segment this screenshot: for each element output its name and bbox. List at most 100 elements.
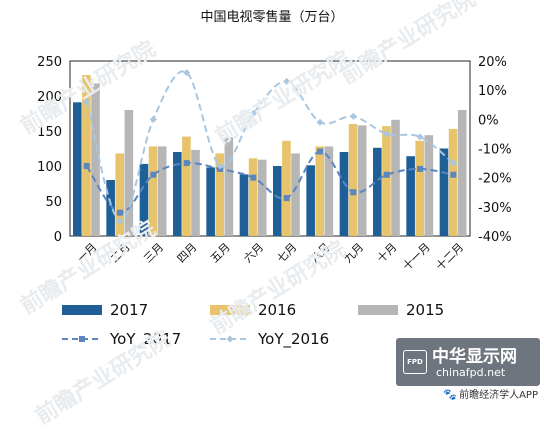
bars-group — [73, 75, 467, 237]
bar-2015 — [224, 137, 234, 236]
left-axis-tick-label: 100 — [37, 160, 62, 175]
bar-2017 — [339, 152, 349, 236]
category-label: 三月 — [141, 241, 166, 266]
bar-2016 — [248, 158, 258, 236]
marker-YoY_2016 — [183, 69, 191, 77]
marker-YoY_2017 — [117, 209, 123, 216]
marker-YoY_2017 — [450, 171, 457, 178]
left-axis-tick-label: 250 — [37, 55, 62, 70]
bar-2016 — [448, 128, 458, 236]
marker-YoY_2016 — [349, 112, 357, 120]
marker-YoY_2016 — [449, 159, 457, 167]
marker-YoY_2017 — [250, 174, 257, 181]
bar-2017 — [273, 166, 282, 236]
bar-2016 — [215, 153, 225, 236]
yoy-lines-group — [83, 69, 457, 225]
bar-2015 — [324, 146, 334, 236]
bar-2016 — [82, 75, 91, 236]
app-credit: 🐾 前瞻经济学人APP — [443, 386, 538, 401]
bar-2015 — [391, 119, 400, 236]
legend-swatch-2015 — [358, 305, 398, 315]
legend-marker-YoY_2016 — [226, 335, 234, 343]
legend-label-YoY_2016: YoY_2016 — [257, 330, 329, 349]
marker-YoY_2016 — [83, 98, 91, 106]
category-label: 二月 — [108, 241, 133, 266]
chart-canvas: 中国电视零售量（万台） 0 50 100 150 200 250 -40% -30% -20%… — [37, 9, 512, 349]
chart-title: 中国电视零售量（万台） — [200, 9, 343, 25]
bar-2015 — [91, 83, 100, 237]
category-label: 九月 — [341, 241, 366, 266]
marker-YoY_2017 — [417, 165, 423, 172]
bar-2015 — [457, 110, 467, 236]
marker-YoY_2017 — [150, 171, 157, 178]
category-label: 十月 — [374, 240, 399, 265]
bar-2016 — [315, 146, 325, 236]
bar-2017 — [306, 165, 315, 236]
right-axis-tick-label: -30% — [478, 201, 512, 216]
legend-swatch-2017 — [62, 305, 102, 315]
left-axis-tick-label: 50 — [45, 195, 62, 210]
marker-YoY_2016 — [383, 130, 391, 138]
left-axis-ticks: 0 50 100 150 200 250 — [37, 55, 62, 245]
category-label: 四月 — [175, 241, 200, 266]
app-credit-text: 前瞻经济学人APP — [459, 390, 538, 401]
bar-2017 — [439, 148, 449, 236]
bar-2016 — [415, 140, 425, 236]
right-axis-tick-label: 10% — [478, 84, 507, 99]
paw-icon: 🐾 — [443, 388, 458, 401]
bar-2017 — [239, 174, 249, 236]
marker-YoY_2016 — [116, 217, 124, 225]
right-axis-tick-label: -10% — [478, 143, 512, 158]
source-badge: FPD 中华显示网 chinafpd.net — [396, 338, 540, 386]
right-axis-tick-label: -40% — [478, 230, 512, 245]
left-axis-tick-label: 150 — [37, 125, 62, 140]
marker-YoY_2017 — [317, 148, 323, 155]
bar-2015 — [291, 153, 300, 236]
bar-2016 — [282, 140, 291, 236]
bar-2015 — [357, 125, 367, 236]
bar-2016 — [148, 146, 158, 236]
bar-2015 — [191, 149, 200, 236]
bar-2017 — [206, 167, 215, 236]
legend-marker-YoY_2017 — [79, 336, 85, 342]
right-axis-tick-label: -20% — [478, 172, 512, 187]
marker-YoY_2016 — [149, 115, 157, 123]
bar-2017 — [106, 180, 115, 236]
category-label: 八月 — [308, 241, 333, 266]
marker-YoY_2016 — [283, 77, 291, 85]
legend-swatch-2016 — [210, 305, 250, 315]
category-axis-labels: 一月 二月 三月 四月 五月 六月 七月 八月 九月 十月 十一月 十二月 — [75, 240, 466, 273]
bar-2017 — [73, 102, 82, 236]
legend-label-2017: 2017 — [110, 301, 148, 319]
bar-2016 — [115, 153, 125, 236]
marker-YoY_2017 — [283, 195, 290, 202]
bar-2015 — [157, 146, 167, 236]
bar-2016 — [348, 124, 358, 236]
category-label: 五月 — [208, 241, 233, 266]
source-badge-name: 中华显示网 — [432, 347, 517, 367]
marker-YoY_2016 — [216, 162, 224, 170]
marker-YoY_2017 — [83, 163, 90, 169]
bar-2015 — [124, 110, 134, 236]
marker-YoY_2017 — [183, 160, 190, 167]
line-YoY_2016 — [85, 70, 454, 223]
left-axis-tick-label: 0 — [54, 230, 62, 245]
category-label: 七月 — [275, 241, 300, 266]
left-axis-tick-label: 200 — [37, 90, 62, 105]
bar-2015 — [424, 135, 434, 236]
marker-YoY_2017 — [350, 189, 357, 196]
category-label: 六月 — [241, 241, 266, 266]
bar-2017 — [373, 147, 382, 236]
bar-2016 — [182, 136, 191, 236]
legend-label-2015: 2015 — [406, 301, 444, 319]
bar-2016 — [382, 126, 391, 236]
marker-YoY_2016 — [416, 133, 424, 141]
chart-legend: 2017 2016 2015 YoY_2017 YoY_2016 — [62, 301, 444, 349]
category-label: 一月 — [75, 241, 100, 266]
right-axis-tick-label: 20% — [478, 55, 507, 70]
category-label: 十一月 — [400, 240, 433, 273]
bar-2015 — [257, 159, 267, 236]
marker-YoY_2017 — [383, 171, 390, 178]
source-badge-url: chinafpd.net — [436, 366, 506, 379]
marker-YoY_2016 — [316, 118, 324, 126]
